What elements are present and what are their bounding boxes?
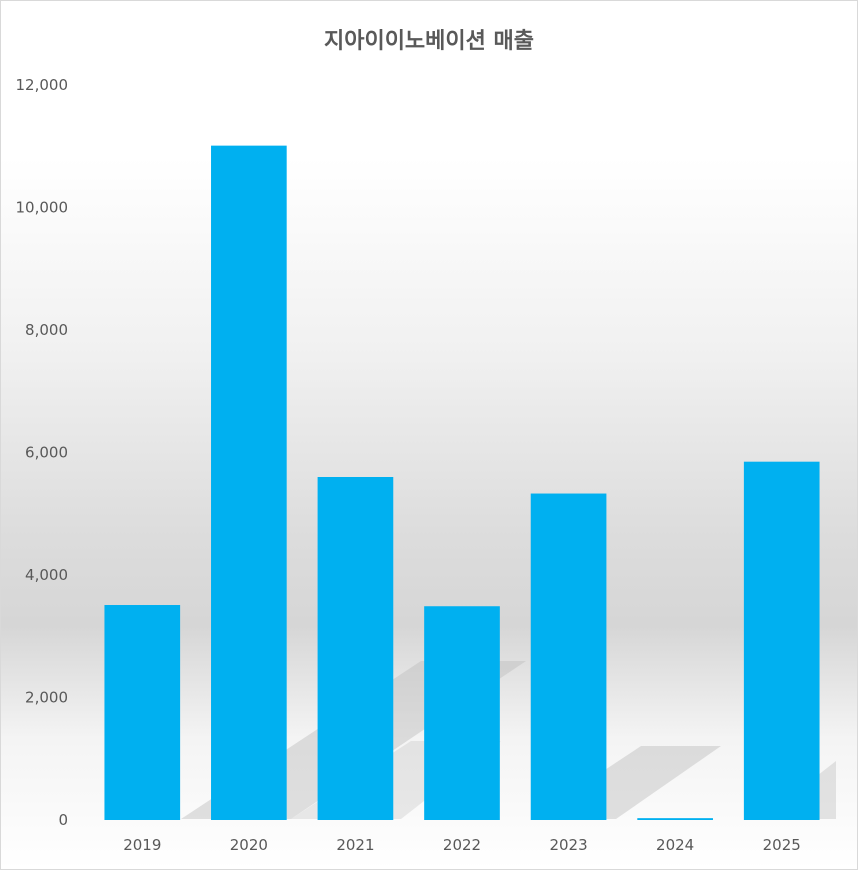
x-tick-label: 2019 <box>123 836 161 854</box>
y-tick-label: 2,000 <box>25 689 68 707</box>
bar-series <box>104 145 820 820</box>
x-axis-tick-labels: 2019 2020 2021 2022 2023 2024 2025 <box>123 836 801 854</box>
y-tick-label: 6,000 <box>25 444 68 462</box>
x-tick-label: 2021 <box>336 836 374 854</box>
y-tick-label: 8,000 <box>25 321 68 339</box>
bar-2023 <box>530 493 607 820</box>
y-axis-tick-labels: 0 2,000 4,000 6,000 8,000 10,000 12,000 <box>16 76 69 829</box>
x-tick-label: 2020 <box>230 836 268 854</box>
y-tick-label: 10,000 <box>16 199 69 217</box>
y-tick-label: 4,000 <box>25 566 68 584</box>
bar-2025 <box>743 461 820 820</box>
chart-title: 지아이이노베이션 매출 <box>324 29 534 54</box>
bar-2024 <box>637 818 713 820</box>
x-tick-label: 2022 <box>443 836 481 854</box>
x-tick-label: 2023 <box>549 836 587 854</box>
bar-2019 <box>104 605 181 820</box>
bar-2022 <box>424 606 500 820</box>
y-tick-label: 12,000 <box>16 76 69 94</box>
x-tick-label: 2025 <box>763 836 801 854</box>
bar-2021 <box>317 477 394 820</box>
bar-2020 <box>211 145 287 820</box>
x-tick-label: 2024 <box>656 836 694 854</box>
y-tick-label: 0 <box>58 811 68 829</box>
